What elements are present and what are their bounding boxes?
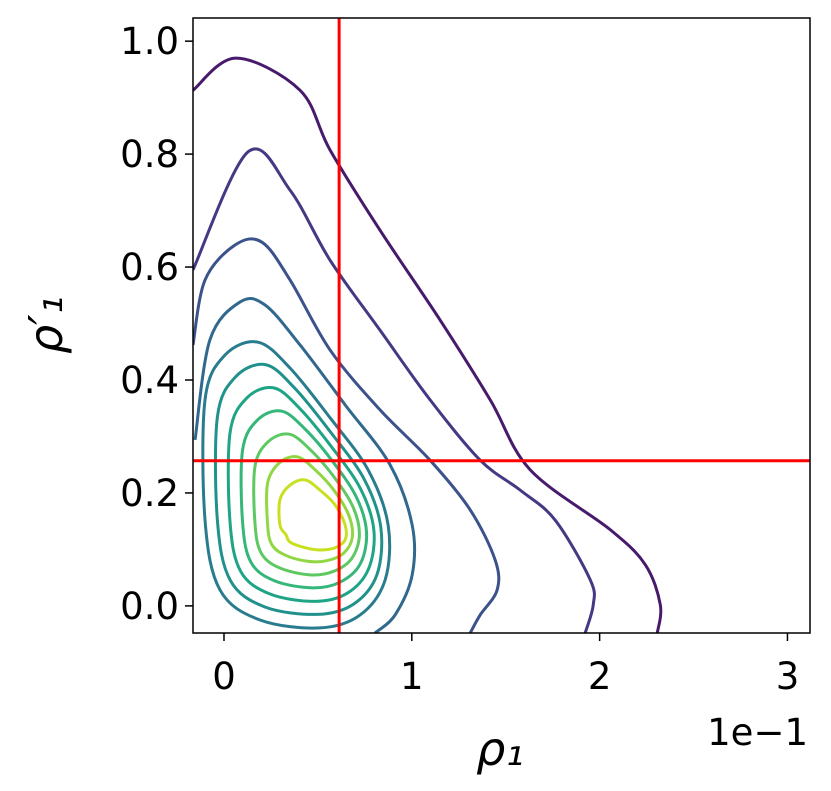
x-offset-label: 1e−1 (707, 711, 808, 754)
contour-line (277, 478, 348, 552)
contour-line (193, 297, 417, 633)
x-tick-label: 0 (212, 655, 236, 698)
y-tick-label: 0.8 (120, 133, 179, 176)
y-tick-label: 0.2 (120, 472, 179, 515)
y-axis-label: ρ′₁ (19, 296, 73, 354)
x-tick-label: 1 (400, 655, 424, 698)
contour-line (226, 386, 376, 603)
contour-line (193, 56, 663, 633)
y-tick-label: 0.6 (120, 246, 179, 289)
contour-line (213, 362, 384, 616)
contour-line (193, 237, 501, 633)
y-tick-label: 0.0 (120, 585, 179, 628)
axes-frame (192, 17, 811, 634)
y-tick-label: 1.0 (120, 20, 179, 63)
contour-line (252, 432, 361, 577)
contour-line (193, 147, 596, 633)
y-tick-label: 0.4 (120, 359, 179, 402)
contour-line (201, 340, 392, 630)
x-axis-label: ρ₁ (476, 722, 524, 776)
x-tick-label: 3 (776, 655, 800, 698)
x-tick-label: 2 (588, 655, 612, 698)
contour-line (239, 409, 369, 590)
plot-area (193, 18, 810, 633)
